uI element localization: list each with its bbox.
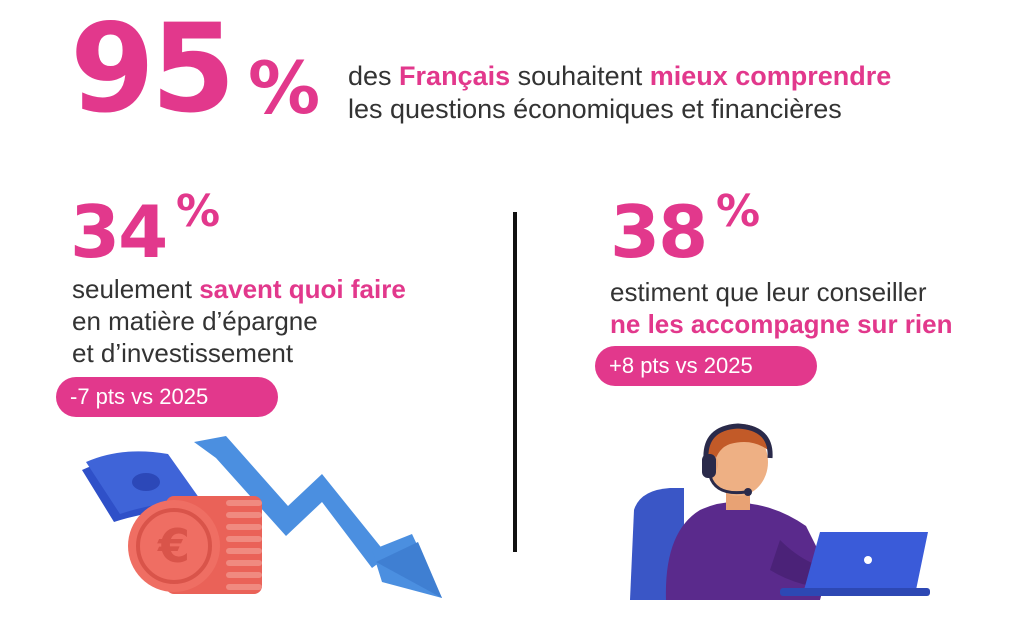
left-stat-number: 34 <box>70 190 168 274</box>
hero-description: des Français souhaitent mieux comprendre… <box>348 60 891 126</box>
hero-text-bold-2: mieux comprendre <box>649 61 892 91</box>
left-stat-percent: % <box>176 186 221 237</box>
left-stat-description: seulement savent quoi faire en matière d… <box>72 273 406 369</box>
laptop-icon <box>780 532 930 596</box>
svg-text:€: € <box>157 519 190 573</box>
right-stat-percent: % <box>716 186 761 237</box>
left-stat-line-1: seulement savent quoi faire <box>72 273 406 305</box>
headset-icon <box>702 423 773 496</box>
hero-text-2: souhaitent <box>510 61 650 91</box>
hero-percentage-number: 95 <box>70 0 236 140</box>
vertical-divider <box>513 212 517 552</box>
falling-savings-icon: € <box>82 436 442 598</box>
right-stat-line-2: ne les accompagne sur rien <box>610 309 953 339</box>
left-stat-badge: -7 pts vs 2025 <box>56 377 278 417</box>
euro-coin-icon: € <box>128 500 220 592</box>
hero-line-1: des Français souhaitent mieux comprendre <box>348 60 891 93</box>
hero-text-1: des <box>348 61 400 91</box>
right-stat-description: estiment que leur conseiller ne les acco… <box>610 276 952 340</box>
left-stat-line-2: en matière d’épargne <box>72 306 318 336</box>
right-stat-number: 38 <box>610 190 708 274</box>
right-stat-line-1: estiment que leur conseiller <box>610 277 927 307</box>
hero-text-bold-1: Français <box>399 61 511 91</box>
person-body <box>665 502 828 600</box>
left-stat-line-3: et d’investissement <box>72 338 294 368</box>
advisor-headset-icon <box>630 423 930 600</box>
hero-percent-sign: % <box>248 46 321 130</box>
right-stat-badge: +8 pts vs 2025 <box>595 346 817 386</box>
left-stat-text-bold: savent quoi faire <box>199 274 406 304</box>
falling-arrow-icon <box>194 436 442 598</box>
hero-line-2: les questions économiques et financières <box>348 94 842 124</box>
left-stat-text-1: seulement <box>72 274 200 304</box>
